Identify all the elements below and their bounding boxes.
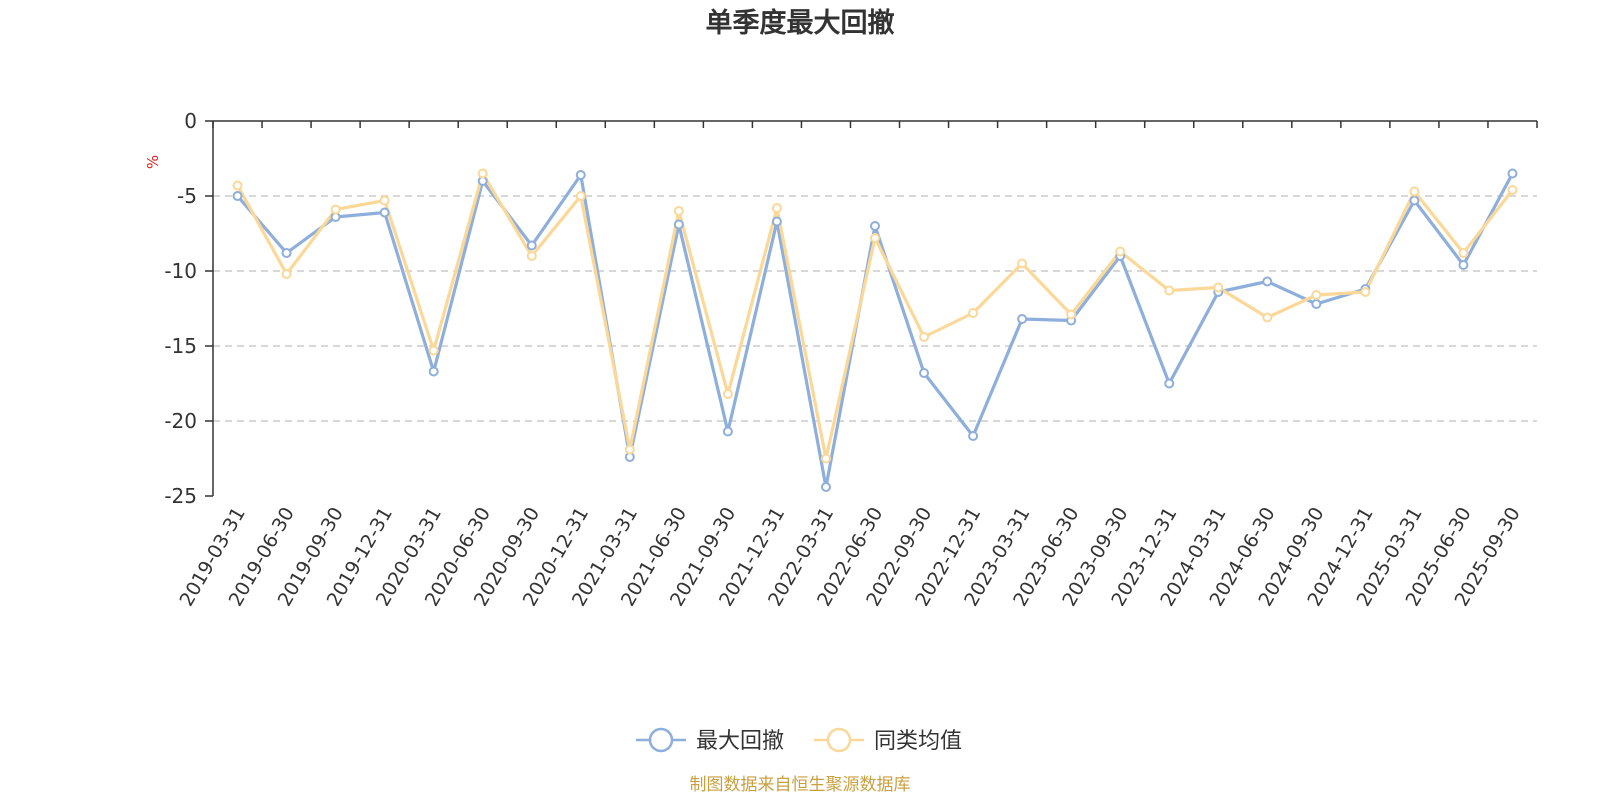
data-point-0[interactable]	[1164, 378, 1175, 389]
data-point-1[interactable]	[624, 444, 635, 455]
data-point-0[interactable]	[575, 170, 586, 180]
legend-marker-1[interactable]	[826, 727, 852, 753]
legend-marker-0[interactable]	[648, 727, 674, 753]
data-point-1[interactable]	[281, 269, 292, 279]
data-point-0[interactable]	[1262, 276, 1273, 287]
chart-title: 单季度最大回撤	[706, 7, 895, 39]
y-tick-label: -10	[164, 259, 197, 283]
data-point-1[interactable]	[526, 251, 537, 261]
x-axis: 2019-03-312019-06-302019-09-302019-12-31…	[176, 120, 1538, 610]
data-point-1[interactable]	[428, 345, 439, 356]
data-point-0[interactable]	[1507, 168, 1518, 179]
data-point-1[interactable]	[673, 206, 684, 216]
data-point-1[interactable]	[771, 203, 782, 213]
y-axis: 0 -5 -10 -15 -20 -25	[164, 109, 214, 508]
data-point-1[interactable]	[1458, 248, 1469, 258]
data-point-0[interactable]	[673, 219, 684, 230]
y-tick-label: 0	[184, 109, 197, 133]
y-tick-label: -15	[164, 334, 197, 358]
data-point-1[interactable]	[1164, 285, 1175, 296]
data-point-0[interactable]	[870, 221, 880, 231]
data-point-0[interactable]	[722, 426, 733, 437]
y-tick-label: -5	[177, 184, 197, 208]
legend-label-0[interactable]: 最大回撤	[696, 729, 784, 754]
data-point-1[interactable]	[1507, 185, 1518, 195]
data-point-1[interactable]	[575, 191, 586, 201]
data-point-0[interactable]	[232, 191, 243, 201]
data-point-1[interactable]	[1017, 258, 1028, 269]
data-point-0[interactable]	[820, 482, 831, 492]
data-point-1[interactable]	[1360, 287, 1371, 297]
y-tick-label: -20	[164, 409, 197, 433]
data-point-0[interactable]	[1409, 195, 1420, 206]
data-point-0[interactable]	[379, 207, 390, 218]
data-point-1[interactable]	[1262, 312, 1273, 323]
data-point-0[interactable]	[1017, 314, 1028, 324]
data-point-1[interactable]	[820, 453, 831, 464]
legend-label-1[interactable]: 同类均值	[874, 729, 962, 754]
source-note: 制图数据来自恒生聚源数据库	[690, 775, 911, 795]
legend: 最大回撤 同类均值	[636, 727, 962, 754]
data-point-0[interactable]	[428, 366, 439, 377]
data-point-0[interactable]	[919, 368, 930, 378]
data-point-1[interactable]	[722, 389, 733, 399]
data-point-1[interactable]	[232, 180, 243, 191]
y-tick-label: -25	[164, 484, 197, 508]
data-point-1[interactable]	[1115, 246, 1126, 257]
series-line-0	[236, 172, 1514, 489]
data-point-1[interactable]	[379, 195, 390, 206]
data-point-0[interactable]	[281, 248, 292, 258]
data-point-1[interactable]	[1409, 186, 1420, 197]
y-axis-unit: %	[144, 155, 162, 169]
data-point-0[interactable]	[771, 216, 782, 227]
data-point-1[interactable]	[870, 233, 880, 243]
data-point-0[interactable]	[1458, 260, 1469, 270]
series-group	[232, 168, 1518, 492]
data-point-0[interactable]	[968, 431, 979, 441]
data-point-1[interactable]	[968, 308, 979, 318]
data-point-1[interactable]	[1311, 290, 1322, 300]
data-point-1[interactable]	[330, 204, 341, 215]
data-point-0[interactable]	[1311, 299, 1322, 309]
data-point-1[interactable]	[1066, 309, 1077, 320]
data-point-0[interactable]	[526, 240, 537, 251]
data-point-1[interactable]	[1213, 282, 1224, 293]
data-point-1[interactable]	[477, 168, 488, 179]
series-line-1	[236, 171, 1514, 461]
data-point-1[interactable]	[919, 332, 930, 342]
